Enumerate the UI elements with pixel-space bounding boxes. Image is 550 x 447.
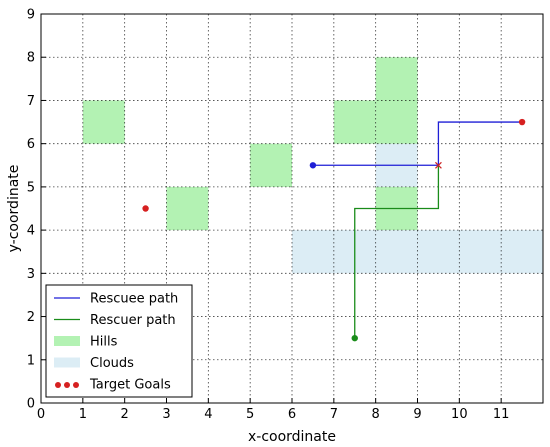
legend-patch-swatch-2 bbox=[54, 336, 80, 346]
legend-label-2: Hills bbox=[90, 335, 118, 350]
legend-label-3: Clouds bbox=[90, 356, 134, 371]
legend-label-4: Target Goals bbox=[89, 378, 171, 393]
x-tick-label-8: 8 bbox=[372, 407, 380, 422]
x-tick-label-11: 11 bbox=[493, 407, 510, 422]
x-tick-label-4: 4 bbox=[204, 407, 212, 422]
x-tick-label-9: 9 bbox=[413, 407, 421, 422]
x-tick-label-1: 1 bbox=[79, 407, 87, 422]
legend-dot-swatch-0 bbox=[55, 382, 61, 388]
y-tick-label-0: 0 bbox=[27, 397, 35, 412]
series-layer bbox=[142, 118, 526, 342]
hill-region-0 bbox=[82, 100, 125, 144]
x-tick-label-6: 6 bbox=[288, 407, 296, 422]
target-goal-point-0 bbox=[142, 205, 149, 212]
y-tick-label-6: 6 bbox=[27, 137, 35, 152]
legend-entry-4: Target Goals bbox=[55, 378, 171, 393]
x-axis-label: x-coordinate bbox=[248, 429, 336, 445]
legend-dot-swatch-1 bbox=[64, 382, 70, 388]
legend-entry-0: Rescuee path bbox=[54, 292, 178, 307]
ticks-layer: 0 1 2 3 4 5 6 7 8 9 10 11 0 1 2 3 4 5 6 7 8 9 bbox=[27, 8, 510, 423]
hill-region-4 bbox=[375, 57, 418, 144]
hill-region-3 bbox=[333, 100, 376, 144]
y-tick-label-8: 8 bbox=[27, 51, 35, 66]
legend-entry-3: Clouds bbox=[54, 356, 134, 371]
y-tick-label-4: 4 bbox=[27, 224, 35, 239]
crossing-marker-stroke-b bbox=[434, 161, 442, 169]
legend-label-1: Rescuer path bbox=[90, 313, 176, 328]
legend-dot-swatch-2 bbox=[73, 382, 79, 388]
x-tick-label-5: 5 bbox=[246, 407, 254, 422]
crossing-marker bbox=[434, 161, 442, 169]
legend-label-0: Rescuee path bbox=[90, 292, 178, 307]
y-tick-label-3: 3 bbox=[27, 267, 35, 282]
path-start-point-1 bbox=[351, 334, 358, 342]
path-start-point-0 bbox=[309, 162, 317, 169]
legend-entry-2: Hills bbox=[54, 335, 118, 350]
legend-entry-1: Rescuer path bbox=[54, 313, 176, 328]
legend: Rescuee path Rescuer path Hills Clouds Targe… bbox=[45, 284, 193, 398]
target-goal-point-1 bbox=[518, 118, 526, 126]
x-tick-label-3: 3 bbox=[162, 407, 170, 422]
hill-region-1 bbox=[166, 186, 209, 231]
series-line-1 bbox=[354, 165, 440, 339]
x-tick-label-2: 2 bbox=[121, 407, 129, 422]
y-tick-label-7: 7 bbox=[27, 94, 35, 109]
y-tick-label-1: 1 bbox=[27, 353, 35, 368]
series-line-0 bbox=[312, 121, 523, 166]
terrain-layer bbox=[82, 57, 543, 274]
legend-patch-swatch-3 bbox=[54, 357, 80, 368]
y-tick-label-9: 9 bbox=[27, 8, 35, 23]
y-tick-label-5: 5 bbox=[27, 180, 35, 195]
y-tick-label-2: 2 bbox=[27, 310, 35, 325]
x-tick-label-7: 7 bbox=[330, 407, 338, 422]
hill-region-2 bbox=[250, 143, 292, 187]
x-tick-label-10: 10 bbox=[451, 407, 468, 422]
y-axis-label: y-coordinate bbox=[6, 165, 22, 253]
x-tick-label-0: 0 bbox=[37, 407, 45, 422]
